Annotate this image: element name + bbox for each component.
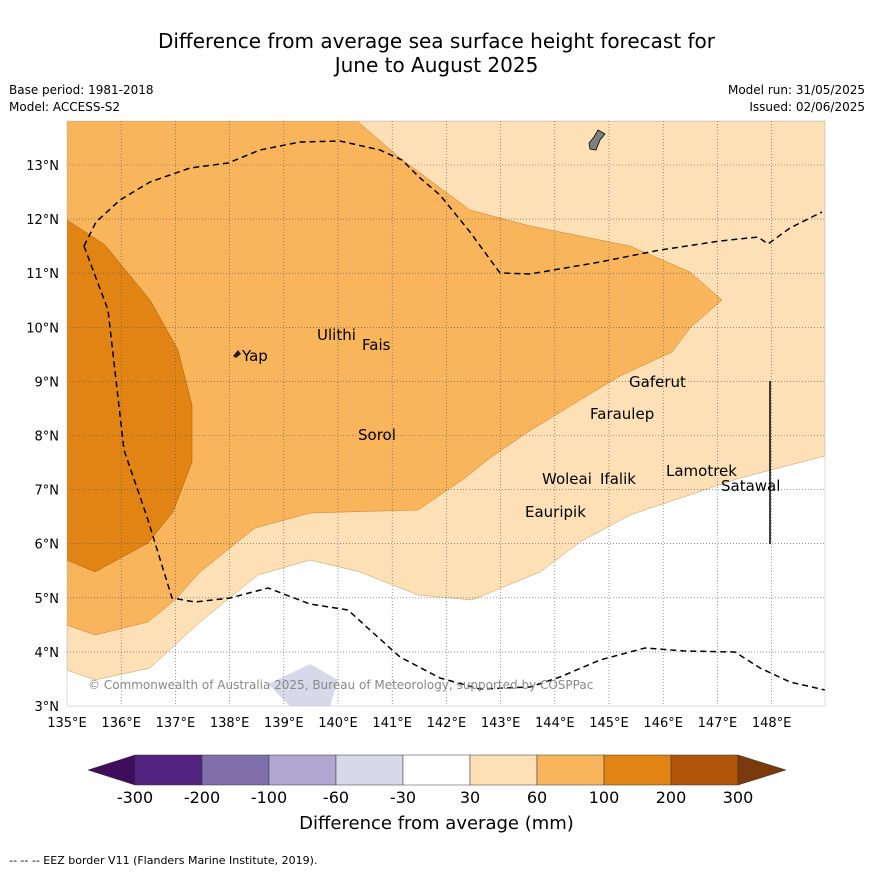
yap-island <box>233 350 241 358</box>
longitude-tick-label: 136°E <box>101 716 141 731</box>
latitude-tick-label: 5°N <box>35 592 60 607</box>
longitude-tick-label: 142°E <box>427 716 467 731</box>
place-label-yap: Yap <box>242 347 268 365</box>
place-label-eauripik: Eauripik <box>525 503 586 521</box>
colorbar-tick-label: -30 <box>389 788 417 807</box>
longitude-tick-label: 146°E <box>643 716 683 731</box>
longitude-tick-label: 147°E <box>698 716 738 731</box>
colorbar-title: Difference from average (mm) <box>299 813 574 834</box>
eez-border-north <box>83 140 823 275</box>
colorbar-tick-label: 100 <box>588 788 620 807</box>
place-label-sorol: Sorol <box>358 426 396 444</box>
latitude-tick-label: 3°N <box>35 700 60 715</box>
colorbar <box>87 754 787 786</box>
latitude-tick-label: 6°N <box>35 538 60 553</box>
latitude-tick-label: 4°N <box>35 646 60 661</box>
place-label-lamotrek: Lamotrek <box>666 462 737 480</box>
colorbar-segment <box>335 754 404 786</box>
map-axis-ticks: 135°E 136°E 137°E 138°E 139°E 140°E 141°E 142°E… <box>26 159 791 731</box>
colorbar-segment <box>402 754 471 786</box>
colorbar-extend-high <box>737 754 787 786</box>
longitude-tick-label: 138°E <box>210 716 250 731</box>
place-label-satawal: Satawal <box>721 477 781 495</box>
map-fill-layer <box>67 121 825 706</box>
longitude-tick-label: 145°E <box>589 716 629 731</box>
longitude-tick-label: 141°E <box>372 716 412 731</box>
colorbar-tick-label: 30 <box>459 788 481 807</box>
map-gridlines <box>67 121 825 706</box>
colorbar-tick-label: -200 <box>183 788 221 807</box>
colorbar-tick-label: 60 <box>526 788 548 807</box>
guam-island <box>588 129 606 151</box>
latitude-tick-label: 12°N <box>26 213 59 228</box>
latitude-tick-label: 8°N <box>35 430 60 445</box>
place-label-gaferut: Gaferut <box>629 373 686 391</box>
place-label-ulithi: Ulithi <box>317 326 356 344</box>
colorbar-tick-label: 200 <box>655 788 687 807</box>
colorbar-segment <box>134 754 203 786</box>
colorbar-segment <box>201 754 270 786</box>
longitude-tick-label: 148°E <box>752 716 792 731</box>
base-period: Base period: 1981-2018 <box>9 83 154 97</box>
latitude-tick-label: 7°N <box>35 484 60 499</box>
eez-border-west <box>83 245 825 691</box>
latitude-tick-label: 11°N <box>26 267 59 282</box>
place-label-ifalik: Ifalik <box>600 470 636 488</box>
colorbar-tick-label: -100 <box>250 788 288 807</box>
colorbar-segment <box>536 754 605 786</box>
model-run: Model run: 31/05/2025 <box>727 83 865 97</box>
longitude-tick-label: 137°E <box>156 716 196 731</box>
colorbar-segment <box>469 754 538 786</box>
colorbar-segment <box>603 754 672 786</box>
longitude-tick-label: 143°E <box>481 716 521 731</box>
map-title-line1: Difference from average sea surface heig… <box>157 29 716 53</box>
colorbar-tick-label: -60 <box>322 788 350 807</box>
eez-footnote: -- -- -- EEZ border V11 (Flanders Marine… <box>9 854 318 867</box>
contour-60-100 <box>67 121 723 636</box>
colorbar-segment <box>670 754 739 786</box>
negative-patch <box>268 664 338 706</box>
issued-date: Issued: 02/06/2025 <box>749 100 865 114</box>
place-label-woleai: Woleai <box>542 470 592 488</box>
place-label-fais: Fais <box>362 336 391 354</box>
place-label-faraulep: Faraulep <box>590 405 655 423</box>
latitude-tick-label: 13°N <box>26 159 59 174</box>
longitude-tick-label: 144°E <box>535 716 575 731</box>
longitude-tick-label: 140°E <box>318 716 358 731</box>
latitude-tick-label: 10°N <box>26 321 59 336</box>
contour-100-200 <box>67 219 193 573</box>
colorbar-tick-label: 300 <box>722 788 754 807</box>
latitude-tick-label: 9°N <box>35 375 60 390</box>
colorbar-extend-low <box>87 754 136 786</box>
model-name: Model: ACCESS-S2 <box>9 100 121 114</box>
copyright-notice: © Commonwealth of Australia 2025, Bureau… <box>88 678 594 692</box>
colorbar-tick-label: -300 <box>116 788 154 807</box>
map-title-line2: June to August 2025 <box>334 53 539 77</box>
longitude-tick-label: 135°E <box>47 716 87 731</box>
colorbar-segment <box>268 754 337 786</box>
longitude-tick-label: 139°E <box>264 716 304 731</box>
